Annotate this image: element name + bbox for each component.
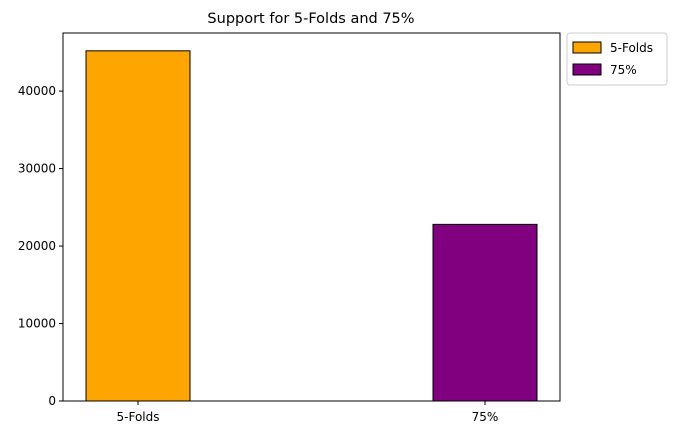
- y-tick-label: 40000: [18, 84, 56, 98]
- x-tick-label: 75%: [472, 410, 499, 424]
- plot-area: 5-Folds 75% 0 10000 20000 30000 40000: [18, 32, 561, 424]
- y-tick-label: 20000: [18, 239, 56, 253]
- y-tick-label: 0: [48, 394, 56, 408]
- axes-frame: [62, 32, 561, 402]
- legend-swatch: [572, 63, 602, 76]
- bar-5-folds: [85, 50, 191, 402]
- y-tick-label: 10000: [18, 317, 56, 331]
- legend-label: 5-Folds: [610, 41, 653, 55]
- legend: 5-Folds 75%: [566, 32, 668, 86]
- x-tick-label: 5-Folds: [117, 410, 160, 424]
- bars-group: [85, 50, 538, 402]
- y-axis-ticks: 0 10000 20000 30000 40000: [18, 84, 63, 408]
- bar-75-: [432, 223, 538, 402]
- y-tick-label: 30000: [18, 162, 56, 176]
- chart-title: Support for 5-Folds and 75%: [207, 11, 414, 27]
- legend-label: 75%: [610, 63, 637, 77]
- legend-swatch: [572, 41, 602, 54]
- x-axis-ticks: 5-Folds 75%: [117, 401, 499, 424]
